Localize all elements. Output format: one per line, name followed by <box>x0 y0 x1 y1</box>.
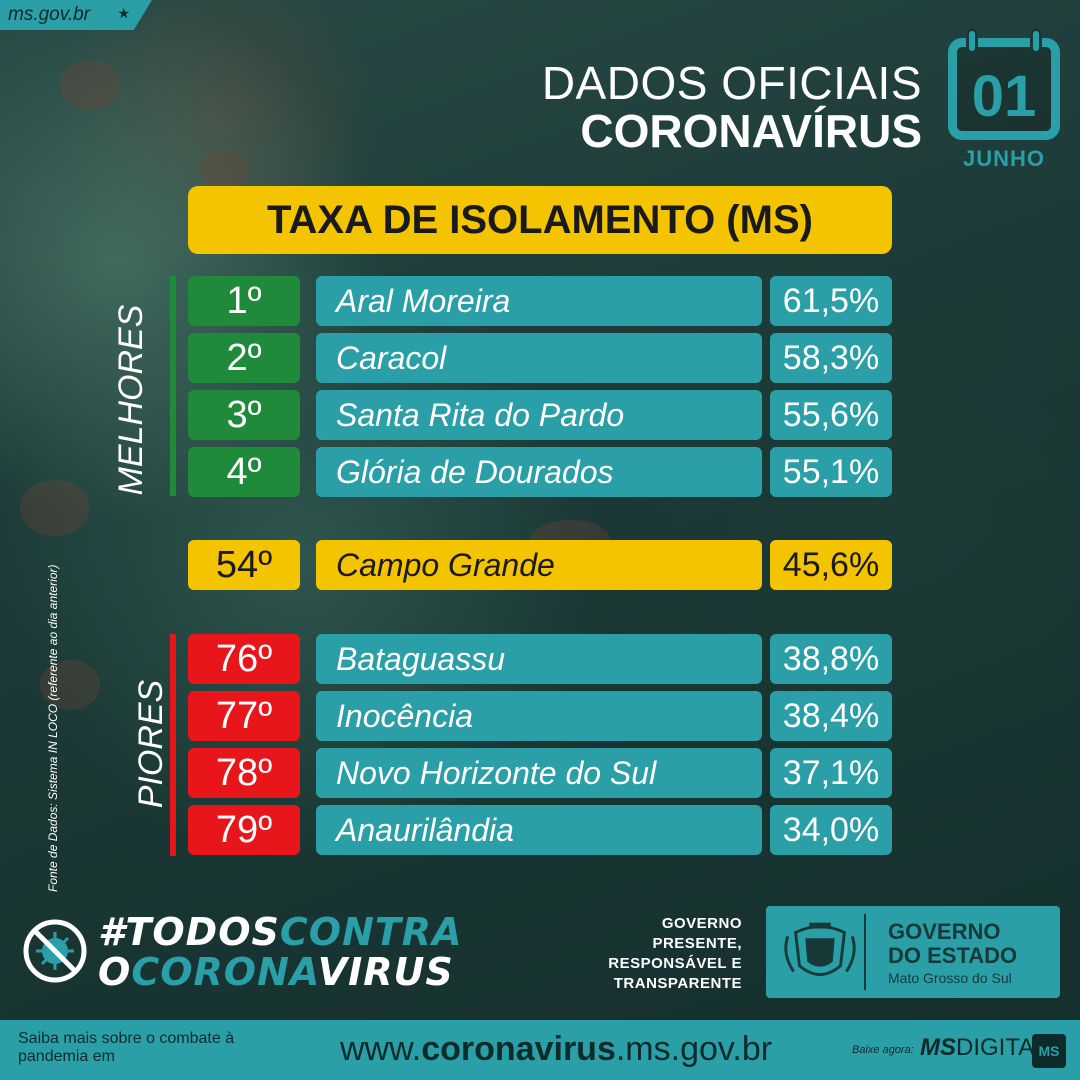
rate-value: 37,1% <box>770 748 892 798</box>
melhores-label: MELHORES <box>112 304 150 496</box>
table-row: 1º Aral Moreira 61,5% <box>188 276 892 326</box>
rank-badge: 2º <box>188 333 300 383</box>
rate-value: 61,5% <box>770 276 892 326</box>
site-tag[interactable]: ms.gov.br ★ <box>0 0 152 30</box>
footer-text: Saiba mais sobre o combate à pandemia em <box>18 1030 235 1065</box>
msdigital-logo-icon[interactable]: MS <box>1032 1034 1066 1068</box>
virus-blob <box>200 150 250 190</box>
table-row: 3º Santa Rita do Pardo 55,6% <box>188 390 892 440</box>
app-name-part: MS <box>920 1034 956 1061</box>
melhores-bar <box>170 276 176 496</box>
gov-logo[interactable]: GOVERNO DO ESTADO Mato Grosso do Sul <box>766 906 1060 998</box>
rank-badge: 54º <box>188 540 300 590</box>
city-name: Anaurilândia <box>316 805 762 855</box>
hashtag-part: O <box>98 950 132 994</box>
gov-motto-line: GOVERNO <box>661 915 742 932</box>
title-line2: CORONAVÍRUS <box>580 105 922 157</box>
gov-motto-line: RESPONSÁVEL E <box>608 955 742 972</box>
table-row: 76º Bataguassu 38,8% <box>188 634 892 684</box>
piores-bar <box>170 634 176 856</box>
calendar-day: 01 <box>971 64 1037 129</box>
hashtag-part: #TODOS <box>98 910 280 954</box>
city-name: Bataguassu <box>316 634 762 684</box>
source-note: Fonte de Dados: Sistema IN LOCO (referen… <box>46 564 60 893</box>
msdigital-app-link[interactable]: MSDIGITAL <box>920 1034 1048 1062</box>
city-name: Santa Rita do Pardo <box>316 390 762 440</box>
hashtag-part: CORONA <box>131 950 318 994</box>
rank-badge: 79º <box>188 805 300 855</box>
url-part: coronavirus <box>421 1030 616 1068</box>
campaign-hashtag: #TODOSCONTRA OCORONAVIRUS <box>98 912 462 992</box>
virus-blob <box>60 60 120 110</box>
city-name: Novo Horizonte do Sul <box>316 748 762 798</box>
table-row: 77º Inocência 38,4% <box>188 691 892 741</box>
rank-badge: 76º <box>188 634 300 684</box>
section-header: TAXA DE ISOLAMENTO (MS) <box>188 186 892 254</box>
table-row: 78º Novo Horizonte do Sul 37,1% <box>188 748 892 798</box>
rate-value: 38,4% <box>770 691 892 741</box>
page-title: DADOS OFICIAIS CORONAVÍRUS <box>542 60 922 156</box>
rate-value: 55,6% <box>770 390 892 440</box>
city-name: Glória de Dourados <box>316 447 762 497</box>
calendar-icon: 01 <box>948 28 1060 140</box>
city-name: Aral Moreira <box>316 276 762 326</box>
title-line1: DADOS OFICIAIS <box>541 57 922 109</box>
url-part: www. <box>340 1030 422 1068</box>
piores-label: PIORES <box>132 679 170 809</box>
city-name: Campo Grande <box>316 540 762 590</box>
star-icon: ★ <box>117 5 130 21</box>
no-virus-icon <box>23 919 87 983</box>
state-crest-icon <box>784 914 866 990</box>
rank-badge: 4º <box>188 447 300 497</box>
download-label: Baixe agora: <box>852 1044 914 1056</box>
rate-value: 55,1% <box>770 447 892 497</box>
highlight-row: 54º Campo Grande 45,6% <box>188 540 892 590</box>
table-row: 2º Caracol 58,3% <box>188 333 892 383</box>
gov-name-line1: GOVERNO <box>888 919 1001 944</box>
rank-badge: 77º <box>188 691 300 741</box>
rate-value: 34,0% <box>770 805 892 855</box>
table-row: 4º Glória de Dourados 55,1% <box>188 447 892 497</box>
rate-value: 45,6% <box>770 540 892 590</box>
url-part: .ms.gov.br <box>615 1030 773 1068</box>
rate-value: 38,8% <box>770 634 892 684</box>
gov-state-name: Mato Grosso do Sul <box>888 970 1012 986</box>
gov-motto-line: PRESENTE, <box>652 935 742 952</box>
footer-url-link[interactable]: www.coronavirus.ms.gov.br <box>340 1030 772 1069</box>
rank-badge: 1º <box>188 276 300 326</box>
rank-badge: 3º <box>188 390 300 440</box>
hashtag-part: CONTRA <box>279 910 463 954</box>
rate-value: 58,3% <box>770 333 892 383</box>
gov-motto: GOVERNO PRESENTE, RESPONSÁVEL E TRANSPAR… <box>560 914 742 994</box>
city-name: Inocência <box>316 691 762 741</box>
gov-name-line2: DO ESTADO <box>888 943 1018 968</box>
gov-motto-line: TRANSPARENTE <box>613 975 742 992</box>
city-name: Caracol <box>316 333 762 383</box>
footer: Saiba mais sobre o combate à pandemia em… <box>0 1020 1080 1080</box>
virus-blob <box>40 660 100 710</box>
calendar-month: JUNHO <box>962 146 1045 171</box>
site-tag-label: ms.gov.br <box>8 4 91 25</box>
virus-blob <box>20 480 90 536</box>
table-row: 79º Anaurilândia 34,0% <box>188 805 892 855</box>
hashtag-part: VIRUS <box>317 950 454 994</box>
rank-badge: 78º <box>188 748 300 798</box>
